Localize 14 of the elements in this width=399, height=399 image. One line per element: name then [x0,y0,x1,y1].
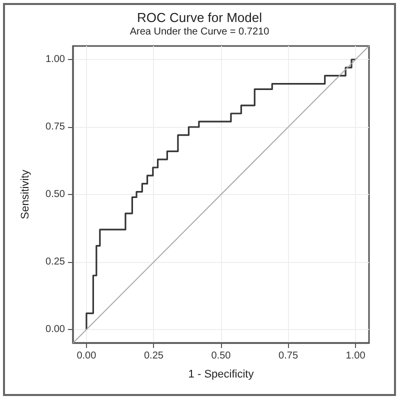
x-tick-label: 1.00 [346,350,366,362]
y-axis-title: Sensitivity [20,169,32,220]
x-tick-label: 0.25 [144,350,164,362]
x-tick-label: 0.50 [211,350,232,362]
y-tick-label: 0.00 [46,324,66,335]
chart-subtitle: Area Under the Curve = 0.7210 [130,26,270,38]
y-tick-label: 0.50 [46,189,66,200]
y-tick-label: 0.25 [46,256,66,268]
y-tick-label: 1.00 [46,54,66,65]
y-tick-label: 0.75 [46,122,66,132]
x-tick-label: 0.75 [278,350,298,362]
chart-title: ROC Curve for Model [137,10,262,25]
x-tick-label: 0.00 [76,350,97,362]
x-axis-title: 1 - Specificity [188,368,254,380]
